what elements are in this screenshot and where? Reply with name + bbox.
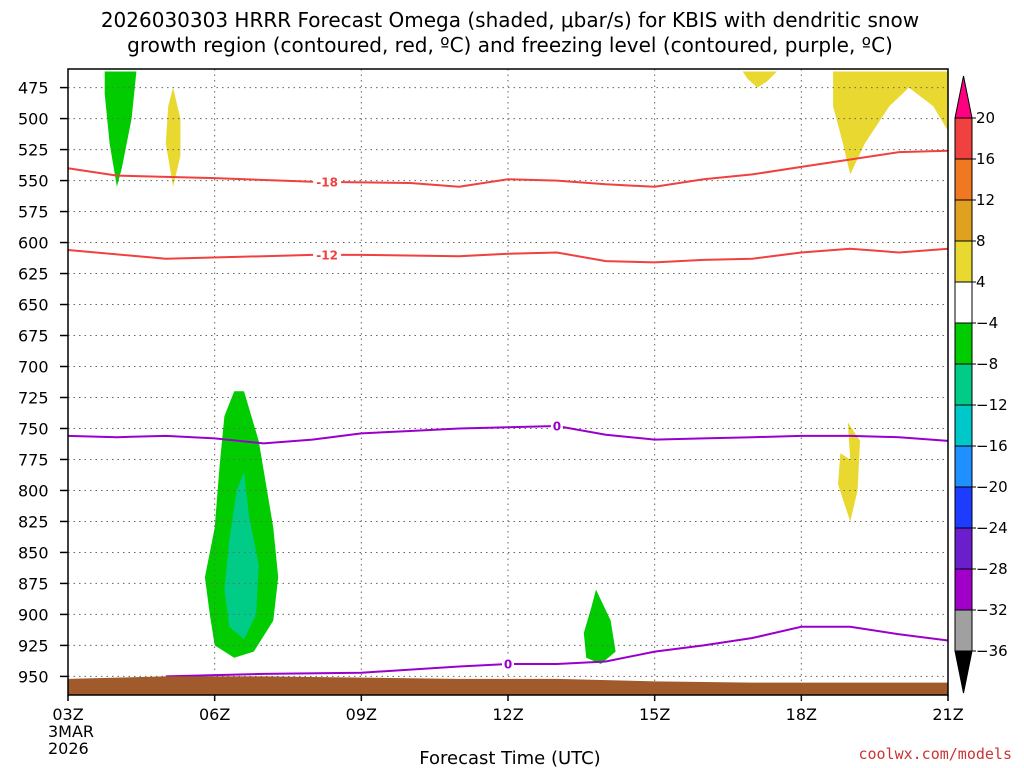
- date-label-month: 3MAR: [48, 722, 94, 741]
- colorbar-label-8: −16: [976, 437, 1008, 455]
- contour-minus12-label-bg: [313, 247, 342, 262]
- contour-minus12-label: -12: [316, 248, 338, 262]
- x-tick-label-18Z: 18Z: [786, 705, 817, 724]
- colorbar-label-13: −36: [976, 642, 1008, 660]
- colorbar-label-12: −32: [976, 601, 1008, 619]
- contour-minus18-label: -18: [316, 175, 338, 189]
- colorbar-label-3: 8: [976, 232, 986, 250]
- colorbar-label-10: −24: [976, 519, 1008, 537]
- contour-minus18: [67, 149, 949, 188]
- omega-area-top-right-yellow: [833, 71, 948, 175]
- terrain-layer: [68, 676, 948, 695]
- contour-minus12: [67, 247, 949, 264]
- colorbar-label-1: 16: [976, 150, 995, 168]
- colorbar-box-0: [954, 117, 973, 160]
- y-tick-label-800: 800: [18, 481, 49, 500]
- colorbar-label-9: −20: [976, 478, 1008, 496]
- y-tick-label-525: 525: [18, 141, 49, 160]
- y-tick-label-675: 675: [18, 327, 49, 346]
- y-tick-label-825: 825: [18, 512, 49, 531]
- y-axis-ticks: 475 500 525 550 575 600 625 650 675 700 725 750 775 8…: [18, 79, 68, 686]
- colorbar-box-4: [954, 281, 973, 324]
- x-tick-label-03Z: 03Z: [52, 705, 83, 724]
- colorbar-box-12: [954, 609, 973, 652]
- y-tick-label-725: 725: [18, 388, 49, 407]
- contour-zero-lower: [165, 625, 949, 678]
- colorbar-label-5: −4: [976, 314, 998, 332]
- y-tick-label-875: 875: [18, 574, 49, 593]
- contour-zero-lower-label-bg: [502, 657, 514, 672]
- colorbar-box-9: [954, 486, 973, 529]
- date-label-year: 2026: [48, 739, 89, 758]
- colorbar-box-3: [954, 240, 973, 283]
- colorbar-box-8: [954, 445, 973, 488]
- colorbar-label-4: 4: [976, 273, 986, 291]
- colorbar-box-7: [954, 404, 973, 447]
- omega-area-lower-right-yellow: [838, 422, 860, 522]
- contour-zero-lower-label: 0: [504, 658, 512, 672]
- y-tick-label-500: 500: [18, 110, 49, 129]
- colorbar-label-2: 12: [976, 191, 995, 209]
- colorbar-box-5: [954, 322, 973, 365]
- x-tick-label-09Z: 09Z: [346, 705, 377, 724]
- y-tick-label-925: 925: [18, 636, 49, 655]
- colorbar-label-0: 20: [976, 109, 995, 127]
- terrain-fill: [68, 676, 948, 695]
- omega-area-upper-left-green: [104, 71, 137, 187]
- x-tick-label-15Z: 15Z: [639, 705, 670, 724]
- colorbar: 20 16 12 8 4 −4 −8 −12 −16 −20 −24 −28 −32 −36: [954, 75, 1008, 694]
- x-axis-ticks: 03Z 06Z 09Z 12Z 15Z 18Z 21Z: [52, 695, 964, 724]
- y-tick-label-625: 625: [18, 265, 49, 284]
- y-tick-label-850: 850: [18, 543, 49, 562]
- y-tick-label-700: 700: [18, 358, 49, 377]
- x-axis-label: Forecast Time (UTC): [419, 748, 600, 768]
- grid-layer: [68, 69, 948, 695]
- omega-area-lower-teal: [224, 471, 259, 640]
- omega-area-top-small-yellow: [742, 71, 777, 88]
- contour-zero-upper-label: 0: [553, 420, 561, 434]
- x-tick-label-06Z: 06Z: [199, 705, 230, 724]
- contour-zero-upper-label-bg: [550, 419, 563, 434]
- site-credit: coolwx.com/models: [858, 745, 1012, 763]
- x-tick-label-21Z: 21Z: [932, 705, 963, 724]
- y-tick-label-950: 950: [18, 667, 49, 686]
- y-tick-label-475: 475: [18, 79, 49, 98]
- colorbar-label-11: −28: [976, 560, 1008, 578]
- x-tick-label-12Z: 12Z: [492, 705, 523, 724]
- colorbar-box-2: [954, 199, 973, 242]
- colorbar-box-10: [954, 527, 973, 570]
- y-tick-label-550: 550: [18, 172, 49, 191]
- chart-title-line-2: growth region (contoured, red, ºC) and f…: [127, 33, 893, 57]
- y-tick-label-650: 650: [18, 296, 49, 315]
- colorbar-box-6: [954, 363, 973, 406]
- chart-title-line-1: 2026030303 HRRR Forecast Omega (shaded, …: [101, 8, 919, 32]
- y-tick-label-775: 775: [18, 450, 49, 469]
- contour-minus18-label-bg: [313, 174, 342, 189]
- colorbar-bottom-arrow: [954, 650, 973, 694]
- contour-zero-upper: [67, 424, 949, 445]
- contour-layer: -18 -12 0 0: [67, 149, 949, 678]
- y-tick-label-750: 750: [18, 419, 49, 438]
- colorbar-box-11: [954, 568, 973, 611]
- y-tick-label-575: 575: [18, 203, 49, 222]
- y-tick-label-900: 900: [18, 605, 49, 624]
- y-tick-label-600: 600: [18, 234, 49, 253]
- colorbar-box-1: [954, 158, 973, 201]
- colorbar-label-7: −12: [976, 396, 1008, 414]
- colorbar-label-6: −8: [976, 355, 998, 373]
- omega-area-upper-yellow: [165, 87, 181, 187]
